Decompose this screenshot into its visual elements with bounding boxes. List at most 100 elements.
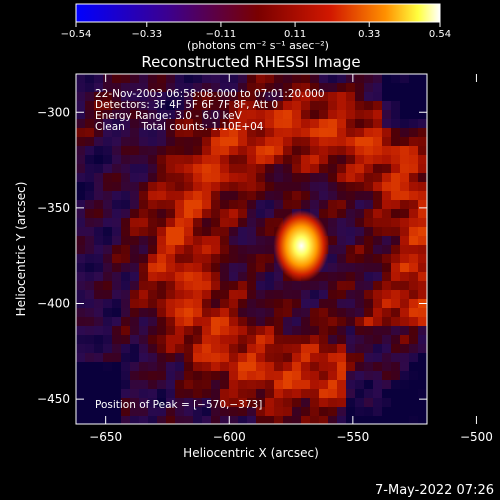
heatmap-cell: [328, 119, 337, 128]
heatmap-cell: [193, 299, 202, 308]
heatmap-cell: [328, 137, 337, 146]
heatmap-cell: [76, 416, 85, 424]
heatmap-cell: [418, 317, 427, 326]
heatmap-cell: [373, 272, 382, 281]
heatmap-cell: [121, 344, 130, 353]
heatmap-cell: [328, 128, 337, 137]
heatmap-cell: [382, 371, 391, 380]
heatmap-cell: [319, 353, 328, 362]
heatmap-cell: [166, 416, 175, 424]
heatmap-cell: [148, 128, 157, 137]
heatmap-cell: [193, 83, 202, 92]
heatmap-cell: [139, 281, 148, 290]
heatmap-cell: [310, 353, 319, 362]
heatmap-cell: [148, 254, 157, 263]
heatmap-cell: [337, 389, 346, 398]
heatmap-cell: [292, 92, 301, 101]
heatmap-cell: [130, 182, 139, 191]
heatmap-cell: [139, 398, 148, 407]
heatmap-cell: [148, 335, 157, 344]
heatmap-cell: [193, 389, 202, 398]
heatmap-cell: [238, 308, 247, 317]
heatmap-cell: [391, 407, 400, 416]
heatmap-cell: [121, 353, 130, 362]
heatmap-cell: [256, 272, 265, 281]
heatmap-cell: [292, 146, 301, 155]
heatmap-cell: [355, 110, 364, 119]
heatmap-cell: [130, 83, 139, 92]
heatmap-cell: [391, 128, 400, 137]
heatmap-cell: [391, 227, 400, 236]
heatmap-cell: [265, 371, 274, 380]
heatmap-cell: [211, 407, 220, 416]
heatmap-cell: [337, 344, 346, 353]
heatmap-cell: [229, 308, 238, 317]
heatmap-cell: [76, 398, 85, 407]
heatmap-cell: [238, 317, 247, 326]
heatmap-cell: [364, 299, 373, 308]
heatmap-cell: [175, 407, 184, 416]
heatmap-cell: [265, 146, 274, 155]
heatmap-cell: [418, 407, 427, 416]
heatmap-cell: [238, 290, 247, 299]
heatmap-cell: [166, 290, 175, 299]
heatmap-cell: [346, 83, 355, 92]
heatmap-cell: [409, 380, 418, 389]
heatmap-cell: [418, 83, 427, 92]
heatmap-cell: [400, 182, 409, 191]
heatmap-cell: [112, 272, 121, 281]
heatmap-cell: [382, 299, 391, 308]
heatmap-cell: [94, 254, 103, 263]
heatmap-cell: [265, 200, 274, 209]
heatmap-cell: [373, 227, 382, 236]
heatmap-cell: [202, 335, 211, 344]
heatmap-cell: [409, 209, 418, 218]
heatmap-cell: [247, 389, 256, 398]
heatmap-cell: [256, 182, 265, 191]
heatmap-cell: [184, 281, 193, 290]
heatmap-cell: [364, 353, 373, 362]
heatmap-cell: [148, 326, 157, 335]
heatmap-cell: [157, 227, 166, 236]
heatmap-cell: [121, 191, 130, 200]
heatmap-cell: [310, 137, 319, 146]
heatmap-cell: [130, 380, 139, 389]
heatmap-cell: [364, 200, 373, 209]
heatmap-cell: [112, 371, 121, 380]
heatmap-cell: [283, 308, 292, 317]
heatmap-cell: [130, 353, 139, 362]
x-tick-label: −600: [213, 430, 246, 444]
heatmap-cell: [247, 308, 256, 317]
heatmap-cell: [265, 236, 274, 245]
heatmap-cell: [319, 389, 328, 398]
heatmap-cell: [94, 380, 103, 389]
heatmap-cell: [418, 245, 427, 254]
heatmap-cell: [274, 407, 283, 416]
heatmap-cell: [139, 272, 148, 281]
heatmap-cell: [355, 227, 364, 236]
heatmap-cell: [94, 398, 103, 407]
heatmap-cell: [85, 119, 94, 128]
heatmap-cell: [400, 281, 409, 290]
colorbar-tick-label: 0.11: [284, 29, 306, 40]
heatmap-cell: [256, 245, 265, 254]
heatmap-cell: [85, 200, 94, 209]
heatmap-cell: [121, 299, 130, 308]
heatmap-cell: [85, 236, 94, 245]
heatmap-cell: [364, 344, 373, 353]
heatmap-cell: [328, 389, 337, 398]
heatmap-cell: [220, 335, 229, 344]
heatmap-cell: [274, 146, 283, 155]
heatmap-cell: [274, 344, 283, 353]
heatmap-cell: [346, 74, 355, 83]
heatmap-cell: [130, 74, 139, 83]
heatmap-cell: [202, 371, 211, 380]
heatmap-cell: [238, 353, 247, 362]
heatmap-cell: [400, 218, 409, 227]
heatmap-cell: [202, 164, 211, 173]
heatmap-cell: [382, 146, 391, 155]
heatmap-cell: [319, 407, 328, 416]
heatmap-cell: [319, 380, 328, 389]
heatmap-cell: [328, 200, 337, 209]
heatmap-cell: [247, 173, 256, 182]
